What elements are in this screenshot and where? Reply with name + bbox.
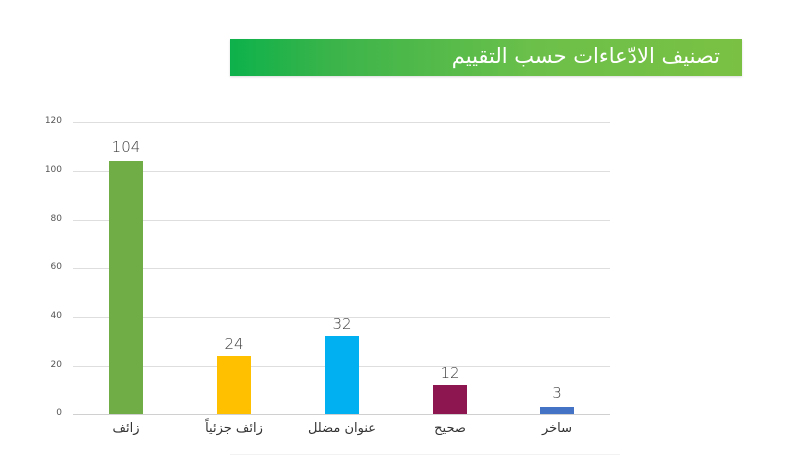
- bar-misleading-title: [325, 336, 359, 414]
- bar-false: [109, 161, 143, 414]
- bar-true: [433, 385, 467, 414]
- gridline-60: [73, 268, 610, 269]
- gridline-120: [73, 122, 610, 123]
- bar-value-label: 24: [224, 335, 244, 353]
- x-axis-line: [73, 414, 610, 415]
- bar-value-label: 12: [440, 364, 460, 382]
- divider: [230, 454, 620, 455]
- bar-value-label: 104: [111, 138, 141, 156]
- y-tick-label: 0: [56, 408, 62, 418]
- bar-value-label: 32: [332, 315, 352, 333]
- x-category-label: زائف جزئياً: [205, 421, 263, 436]
- y-tick-label: 100: [44, 165, 62, 175]
- gridline-40: [73, 317, 610, 318]
- bar-value-label: 3: [552, 384, 562, 402]
- bar-satire: [540, 407, 574, 414]
- x-category-label: زائف: [112, 421, 140, 436]
- y-tick-label: 40: [50, 311, 62, 321]
- chart-title-banner: تصنيف الادّعاءات حسب التقييم: [230, 39, 742, 76]
- y-tick-label: 60: [50, 262, 62, 272]
- y-tick-label: 80: [50, 214, 62, 224]
- y-tick-label: 120: [44, 116, 62, 126]
- gridline-80: [73, 220, 610, 221]
- y-tick-label: 20: [50, 360, 62, 370]
- bar-partly-false: [217, 356, 251, 414]
- gridline-100: [73, 171, 610, 172]
- x-category-label: صحيح: [434, 421, 466, 436]
- chart-title: تصنيف الادّعاءات حسب التقييم: [451, 44, 720, 68]
- x-category-label: ساخر: [541, 421, 573, 436]
- x-category-label: عنوان مضلل: [307, 421, 377, 436]
